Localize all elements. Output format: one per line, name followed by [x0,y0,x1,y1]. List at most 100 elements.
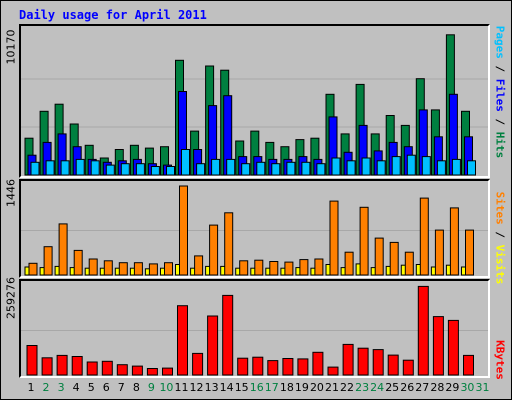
kbytes-bar-day-7 [116,364,128,376]
legend-sites: Sites [493,191,507,225]
kbytes-bar-day-23 [357,347,369,376]
x-tick-label-day-10: 10 [159,381,174,394]
pages-bar-day-19 [301,161,311,176]
kbytes-bar-day-5 [86,361,98,376]
kbytes-bar-day-21 [327,366,339,376]
kbytes-bar-day-9 [146,368,158,376]
x-tick-label-day-28: 28 [430,381,445,394]
kbytes-bar-day-25 [387,354,399,376]
x-tick-label-day-23: 23 [355,381,370,394]
sites-bar-day-6 [103,260,113,276]
pages-bar-day-30 [467,160,476,176]
sites-bar-day-17 [269,261,279,276]
legend-files: Files [493,78,507,112]
kbytes-bar-day-2 [41,357,53,376]
x-tick-label-day-17: 17 [264,381,279,394]
pages-bar-day-29 [451,158,461,176]
sites-bar-day-15 [239,260,249,276]
sites-bar-day-22 [344,251,354,276]
kbytes-panel [19,279,490,378]
pages-bar-day-3 [60,160,70,176]
x-tick-label-day-22: 22 [340,381,355,394]
kbytes-bar-day-10 [162,367,173,376]
kbytes-bar-day-15 [237,357,249,376]
pages-bar-day-20 [316,163,326,176]
pages-bar-day-8 [135,163,145,176]
kbytes-bar-day-27 [417,285,429,376]
pages-bar-day-6 [105,164,115,176]
sites-bar-day-19 [299,259,309,276]
x-tick-label-day-1: 1 [27,381,35,394]
x-tick-label-day-19: 19 [294,381,309,394]
sites-bar-day-9 [148,263,158,276]
pages-bar-day-14 [226,158,236,176]
hits-files-pages-plot [21,34,488,176]
sites-bar-day-16 [254,259,264,276]
sites-bar-day-4 [73,249,83,276]
x-tick-label-day-9: 9 [147,381,155,394]
pages-bar-day-12 [196,163,206,176]
sites-bar-day-27 [419,197,429,276]
pages-bar-day-28 [436,160,446,176]
hits-files-pages-panel [19,24,490,178]
pages-bar-day-10 [166,166,175,176]
pages-bar-day-23 [361,157,371,176]
sites-bar-day-20 [314,258,324,276]
kbytes-bar-day-29 [447,319,459,376]
sites-bar-day-25 [389,241,399,276]
kbytes-bar-day-3 [56,354,68,376]
pages-bar-day-1 [30,161,40,176]
kbytes-bar-day-12 [192,352,204,376]
pages-bar-day-17 [271,163,281,176]
x-tick-label-day-20: 20 [309,381,324,394]
sites-bar-day-30 [465,229,474,276]
sites-bar-day-2 [43,246,53,276]
sites-bar-day-24 [374,237,384,276]
x-tick-label-day-24: 24 [370,381,385,394]
x-tick-label-day-4: 4 [72,381,80,394]
pages-bar-day-25 [391,156,401,176]
pages-bar-day-21 [331,157,341,176]
sites-bar-day-14 [224,212,234,276]
kbytes-bar-day-11 [177,305,188,376]
kbytes-bar-day-30 [463,354,474,376]
sites-bar-day-3 [58,223,68,276]
kbytes-bar-day-8 [131,365,143,376]
x-tick-label-day-26: 26 [400,381,415,394]
chart-title: Daily usage for April 2011 [19,8,207,22]
kbytes-bar-day-20 [312,351,324,376]
sites-visits-panel [19,179,490,278]
pages-bar-day-24 [376,160,386,176]
pages-bar-day-26 [406,154,416,176]
sites-bar-day-23 [359,206,369,276]
kbytes-bar-day-6 [101,360,113,376]
sites-bar-day-13 [209,224,219,276]
sites-bar-day-5 [88,258,98,276]
x-tick-label-day-21: 21 [325,381,339,394]
kbytes-bar-day-16 [252,356,264,376]
x-tick-label-day-14: 14 [219,381,234,394]
legend-kbytes: KBytes [493,340,507,380]
pages-bar-day-16 [256,161,266,176]
pages-bar-day-27 [421,156,431,176]
x-tick-label-day-12: 12 [189,381,204,394]
x-tick-label-day-8: 8 [132,381,140,394]
legend-pages: Pages [493,25,507,59]
sites-bar-day-18 [284,261,294,276]
sites-bar-day-12 [194,255,204,276]
x-tick-label-day-18: 18 [279,381,294,394]
x-tick-label-day-7: 7 [117,381,125,394]
hits-ymax-label: 10170 [4,29,18,65]
kbytes-bar-day-1 [26,345,38,376]
kbytes-bar-day-22 [342,343,354,376]
x-tick-label-day-30: 30 [460,381,475,394]
kbytes-bar-day-28 [432,316,444,376]
legend-separator: / [493,58,507,79]
pages-bar-day-13 [211,158,221,176]
pages-bar-day-5 [90,160,100,176]
x-tick-label-day-6: 6 [102,381,110,394]
x-tick-label-day-29: 29 [445,381,460,394]
x-tick-label-day-3: 3 [57,381,65,394]
pages-bar-day-22 [346,160,356,176]
sites-bar-day-28 [434,229,444,276]
